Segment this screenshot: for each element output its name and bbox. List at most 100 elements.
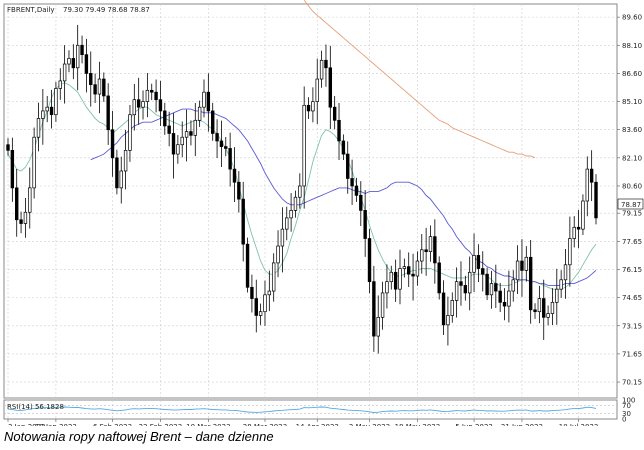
candle-body [380, 292, 385, 318]
candle-body [19, 219, 23, 224]
candle-body [119, 170, 123, 189]
x-tick-label: 28 Mar 2023 [243, 423, 287, 426]
candle-body [136, 99, 141, 108]
candle-body [494, 283, 498, 292]
candle-body [106, 95, 110, 131]
candle-body [97, 78, 102, 95]
y-tick-label: 76.15 [622, 266, 642, 274]
candle-body [202, 91, 206, 108]
candle-body [115, 157, 119, 189]
candle-body [211, 110, 215, 134]
candle-body [219, 140, 224, 147]
candle-body [45, 106, 49, 112]
candle-body [576, 226, 581, 230]
candle-body [363, 210, 367, 239]
candle-body [542, 298, 546, 318]
candle-body [154, 91, 158, 101]
candle-body [572, 226, 576, 239]
candle-body [354, 185, 359, 196]
candle-body [332, 106, 337, 121]
rsi-line [7, 406, 597, 413]
candle-body [254, 298, 258, 316]
candle-body [289, 210, 293, 219]
current-price-label: 78.87 [621, 201, 641, 209]
candle-body [80, 44, 84, 56]
candle-body [241, 198, 245, 245]
candle-body [550, 301, 555, 314]
candle-body [32, 136, 36, 189]
candle-body [481, 268, 485, 275]
candle-body [489, 283, 494, 296]
candle-body [145, 89, 150, 102]
y-tick-label: 82.10 [622, 154, 642, 162]
candle-body [176, 144, 180, 155]
x-tick-label: 22 Feb 2023 [139, 423, 183, 426]
candle-body [367, 238, 372, 283]
candle-body [184, 131, 189, 138]
candle-body [276, 245, 280, 264]
ma-slow-line [303, 0, 536, 159]
candle-body [563, 264, 568, 281]
y-tick-label: 88.10 [622, 42, 642, 50]
candle-body [228, 148, 232, 170]
chart-caption: Notowania ropy naftowej Brent – dane dzi… [4, 429, 274, 444]
x-tick-label: 2 May 2023 [349, 423, 390, 426]
candle-body [298, 185, 302, 198]
candle-body [110, 129, 115, 159]
candle-body [524, 256, 529, 271]
candle-body [398, 268, 402, 290]
candle-body [10, 149, 15, 189]
candle-body [568, 238, 572, 266]
candle-body [285, 217, 289, 230]
candle-body [446, 315, 450, 326]
candle-body [6, 144, 10, 151]
y-tick-label: 79.15 [622, 210, 642, 218]
candle-body [581, 200, 585, 230]
candle-body [589, 168, 594, 183]
current-price-marker [617, 198, 644, 210]
candle-body [215, 133, 219, 142]
x-tick-label: 3 Jan 2023 [8, 423, 46, 426]
candle-body [306, 104, 311, 112]
candle-body [206, 91, 211, 112]
candle-body [93, 84, 97, 95]
y-tick-label: 70.15 [622, 379, 642, 387]
candle-body [315, 78, 319, 102]
candle-body [359, 195, 363, 211]
candle-body [36, 118, 41, 138]
y-tick-label: 86.60 [622, 70, 642, 78]
candle-body [71, 58, 76, 69]
y-tick-label: 83.60 [622, 126, 642, 134]
x-tick-label: 6 Feb 2023 [93, 423, 132, 426]
y-tick-label: 80.60 [622, 182, 642, 190]
candle-body [533, 309, 537, 313]
candle-body [132, 99, 137, 116]
candle-body [520, 260, 524, 271]
candle-body [555, 288, 559, 303]
candle-body [224, 146, 228, 149]
x-tick-label: 19 Jan 2023 [35, 423, 77, 426]
candle-body [280, 228, 285, 247]
candle-body [328, 67, 333, 108]
rsi-tick-label: 0 [622, 416, 626, 424]
candle-body [459, 281, 463, 286]
candle-body [346, 153, 350, 179]
price-panel-frame [3, 3, 618, 399]
candle-body [441, 292, 446, 326]
candle-body [67, 58, 71, 65]
candle-body [463, 285, 468, 294]
candle-body [258, 311, 263, 316]
candle-body [324, 59, 328, 69]
x-tick-label: 10 Jul 2023 [559, 423, 599, 426]
candle-body [424, 249, 428, 253]
candle-body [594, 181, 598, 219]
candle-body [171, 133, 176, 155]
candle-body [319, 59, 324, 80]
rsi-tick-label: 30 [622, 410, 631, 418]
candle-body [189, 131, 193, 136]
candle-body [411, 273, 415, 277]
candle-body [498, 290, 502, 303]
rsi-tick-label: 100 [622, 397, 635, 405]
candle-body [450, 300, 454, 316]
